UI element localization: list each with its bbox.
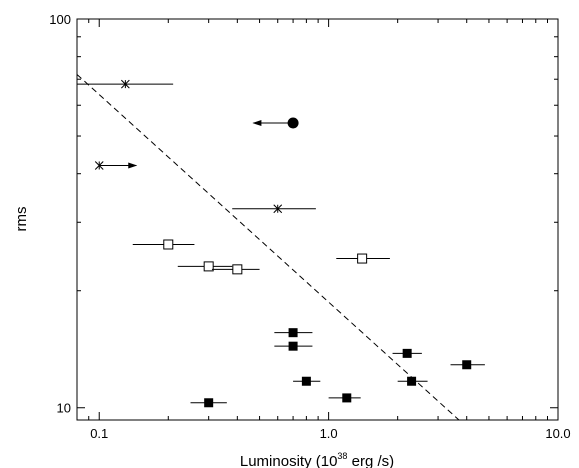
filled-circle-point (287, 117, 299, 129)
x-tick-label: 10.0 (545, 426, 570, 441)
plot-frame (76, 18, 559, 421)
x-axis-title-prefix: Luminosity (10 (240, 453, 338, 468)
tick-labels: 0.1 1.0 10.0 10 100 (49, 12, 570, 441)
filled-square-point (204, 398, 214, 408)
x-axis-title-exponent: 38 (337, 451, 347, 461)
x-axis-title-suffix: erg /s) (347, 453, 394, 468)
x-axis-title: Luminosity (1038 erg /s) (240, 451, 394, 468)
trend-line-group (76, 74, 460, 421)
open-square-point (232, 264, 243, 275)
trend-line (76, 74, 460, 421)
asterisk-point (94, 161, 104, 170)
y-axis-title: rms (13, 207, 30, 232)
limit-arrow-head (128, 162, 138, 169)
x-tick-label: 1.0 (320, 426, 338, 441)
y-tick-label: 10 (57, 401, 71, 416)
filled-square-point (407, 376, 417, 386)
filled-square-point (462, 360, 472, 370)
filled-square-point (288, 341, 298, 351)
data-marks (77, 79, 485, 408)
axis-ticks (76, 18, 559, 420)
filled-square-point (301, 376, 311, 386)
filled-square-point (288, 328, 298, 338)
open-square-point (203, 261, 214, 272)
y-tick-label: 100 (49, 12, 71, 27)
filled-square-point (342, 393, 352, 403)
open-square-point (357, 253, 368, 264)
open-square-point (163, 239, 174, 250)
asterisk-point (273, 204, 283, 214)
limit-arrow-head (252, 120, 262, 127)
x-tick-label: 0.1 (90, 426, 108, 441)
asterisk-point (121, 79, 130, 89)
filled-square-point (402, 348, 412, 358)
